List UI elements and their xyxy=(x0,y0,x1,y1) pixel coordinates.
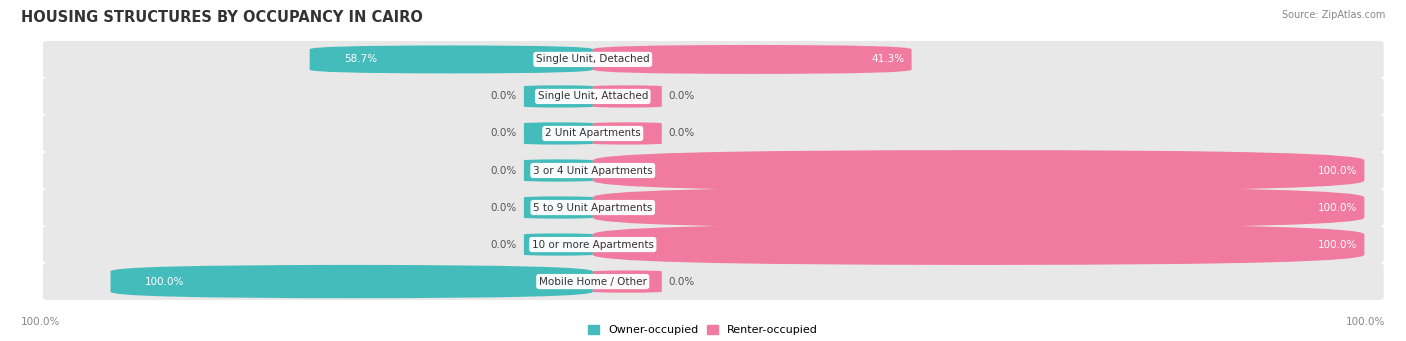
FancyBboxPatch shape xyxy=(593,150,1364,191)
Text: 100.0%: 100.0% xyxy=(1317,165,1358,176)
Text: HOUSING STRUCTURES BY OCCUPANCY IN CAIRO: HOUSING STRUCTURES BY OCCUPANCY IN CAIRO xyxy=(21,10,423,25)
FancyBboxPatch shape xyxy=(44,138,1384,203)
Text: 5 to 9 Unit Apartments: 5 to 9 Unit Apartments xyxy=(533,203,652,212)
Text: 2 Unit Apartments: 2 Unit Apartments xyxy=(546,129,641,138)
Text: 0.0%: 0.0% xyxy=(491,91,517,102)
FancyBboxPatch shape xyxy=(593,85,662,107)
FancyBboxPatch shape xyxy=(524,234,593,256)
Text: 0.0%: 0.0% xyxy=(491,165,517,176)
FancyBboxPatch shape xyxy=(593,270,662,293)
FancyBboxPatch shape xyxy=(111,265,593,298)
FancyBboxPatch shape xyxy=(44,249,1384,314)
Text: Source: ZipAtlas.com: Source: ZipAtlas.com xyxy=(1281,10,1385,20)
Text: 100.0%: 100.0% xyxy=(1317,239,1358,250)
FancyBboxPatch shape xyxy=(524,122,593,145)
Text: 10 or more Apartments: 10 or more Apartments xyxy=(531,239,654,250)
Text: 100.0%: 100.0% xyxy=(1317,203,1358,212)
FancyBboxPatch shape xyxy=(593,45,911,74)
Text: 0.0%: 0.0% xyxy=(669,91,695,102)
Text: 0.0%: 0.0% xyxy=(491,239,517,250)
Text: Single Unit, Detached: Single Unit, Detached xyxy=(536,55,650,64)
Text: 0.0%: 0.0% xyxy=(669,129,695,138)
Text: 100.0%: 100.0% xyxy=(145,277,184,286)
FancyBboxPatch shape xyxy=(524,85,593,107)
Text: 100.0%: 100.0% xyxy=(1346,317,1385,327)
Text: 58.7%: 58.7% xyxy=(344,55,377,64)
Text: Mobile Home / Other: Mobile Home / Other xyxy=(538,277,647,286)
FancyBboxPatch shape xyxy=(593,187,1364,228)
Text: Single Unit, Attached: Single Unit, Attached xyxy=(537,91,648,102)
FancyBboxPatch shape xyxy=(309,45,593,73)
Text: 0.0%: 0.0% xyxy=(669,277,695,286)
Text: 3 or 4 Unit Apartments: 3 or 4 Unit Apartments xyxy=(533,165,652,176)
FancyBboxPatch shape xyxy=(44,175,1384,240)
FancyBboxPatch shape xyxy=(44,101,1384,166)
FancyBboxPatch shape xyxy=(44,64,1384,129)
Legend: Owner-occupied, Renter-occupied: Owner-occupied, Renter-occupied xyxy=(588,325,818,336)
Text: 100.0%: 100.0% xyxy=(21,317,60,327)
FancyBboxPatch shape xyxy=(44,27,1384,92)
Text: 0.0%: 0.0% xyxy=(491,129,517,138)
FancyBboxPatch shape xyxy=(44,212,1384,277)
FancyBboxPatch shape xyxy=(524,159,593,182)
FancyBboxPatch shape xyxy=(524,196,593,219)
Text: 41.3%: 41.3% xyxy=(872,55,904,64)
FancyBboxPatch shape xyxy=(593,224,1364,265)
Text: 0.0%: 0.0% xyxy=(491,203,517,212)
FancyBboxPatch shape xyxy=(593,122,662,145)
